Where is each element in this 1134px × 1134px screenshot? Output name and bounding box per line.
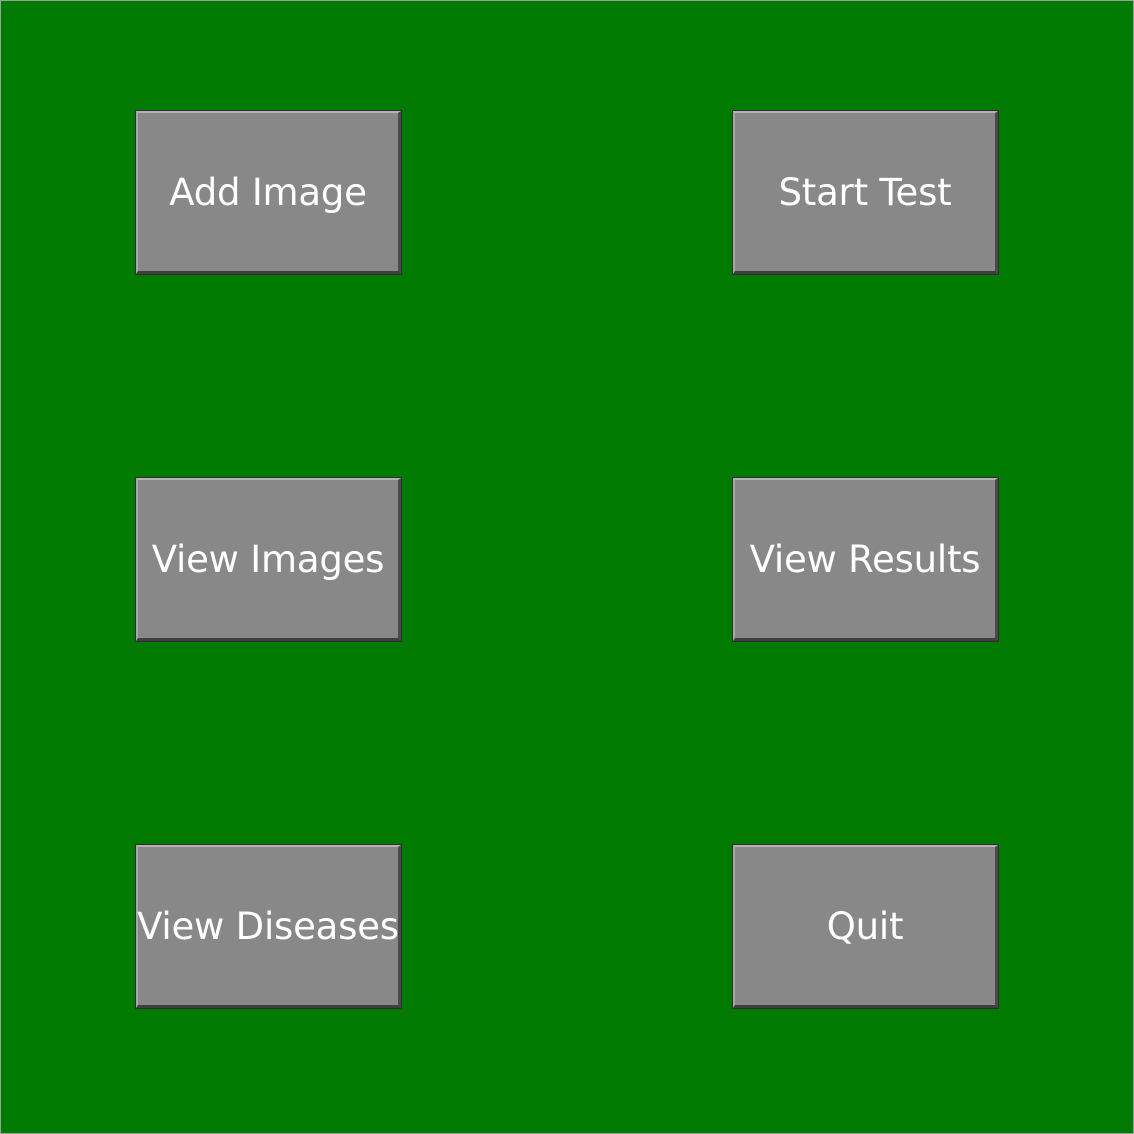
add-image-label: Add Image <box>169 170 367 214</box>
start-test-label: Start Test <box>778 170 952 214</box>
start-test-button[interactable]: Start Test <box>733 111 998 274</box>
view-images-label: View Images <box>151 537 385 581</box>
quit-button[interactable]: Quit <box>733 845 998 1008</box>
view-images-button[interactable]: View Images <box>136 478 401 641</box>
view-results-label: View Results <box>749 537 981 581</box>
add-image-button[interactable]: Add Image <box>136 111 401 274</box>
quit-label: Quit <box>826 904 904 948</box>
view-diseases-label: View Diseases <box>137 904 399 948</box>
view-diseases-button[interactable]: View Diseases <box>136 845 401 1008</box>
view-results-button[interactable]: View Results <box>733 478 998 641</box>
